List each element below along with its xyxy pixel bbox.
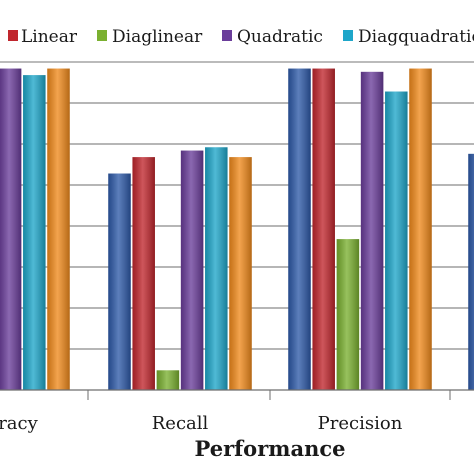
bar-shading [468, 153, 474, 390]
legend-marker [97, 30, 107, 41]
x-axis-label: Performance [195, 436, 346, 461]
bar-shading [108, 173, 131, 390]
bar-shading [0, 68, 22, 390]
bar-shading [312, 68, 335, 390]
bar-shading [205, 147, 228, 390]
x-tick-label: racy [0, 413, 39, 434]
bar-shading [336, 239, 360, 390]
legend-label: Linear [21, 27, 78, 47]
bar-shading [229, 157, 252, 390]
x-tick-label: Recall [152, 413, 209, 434]
legend-label: Quadratic [237, 27, 323, 47]
x-tick-label: Precision [318, 413, 403, 434]
legend-label: Diaglinear [112, 27, 203, 47]
x-axis: racy Recall Precision [0, 389, 474, 434]
bar-shading [360, 71, 384, 390]
bar-shading [385, 91, 408, 391]
legend-marker [343, 30, 353, 41]
bar-shading [288, 68, 311, 390]
bars [0, 68, 474, 391]
bar-shading [180, 150, 204, 390]
legend: Linear Diaglinear Quadratic Diagquadratic [8, 27, 474, 47]
legend-marker [222, 30, 232, 41]
bar-shading [23, 75, 46, 391]
bar-shading [132, 157, 155, 390]
bar-shading [47, 68, 70, 390]
bar-shading [156, 370, 180, 390]
legend-marker [8, 30, 18, 41]
bar-shading [409, 68, 432, 390]
legend-label: Diagquadratic [358, 27, 474, 47]
